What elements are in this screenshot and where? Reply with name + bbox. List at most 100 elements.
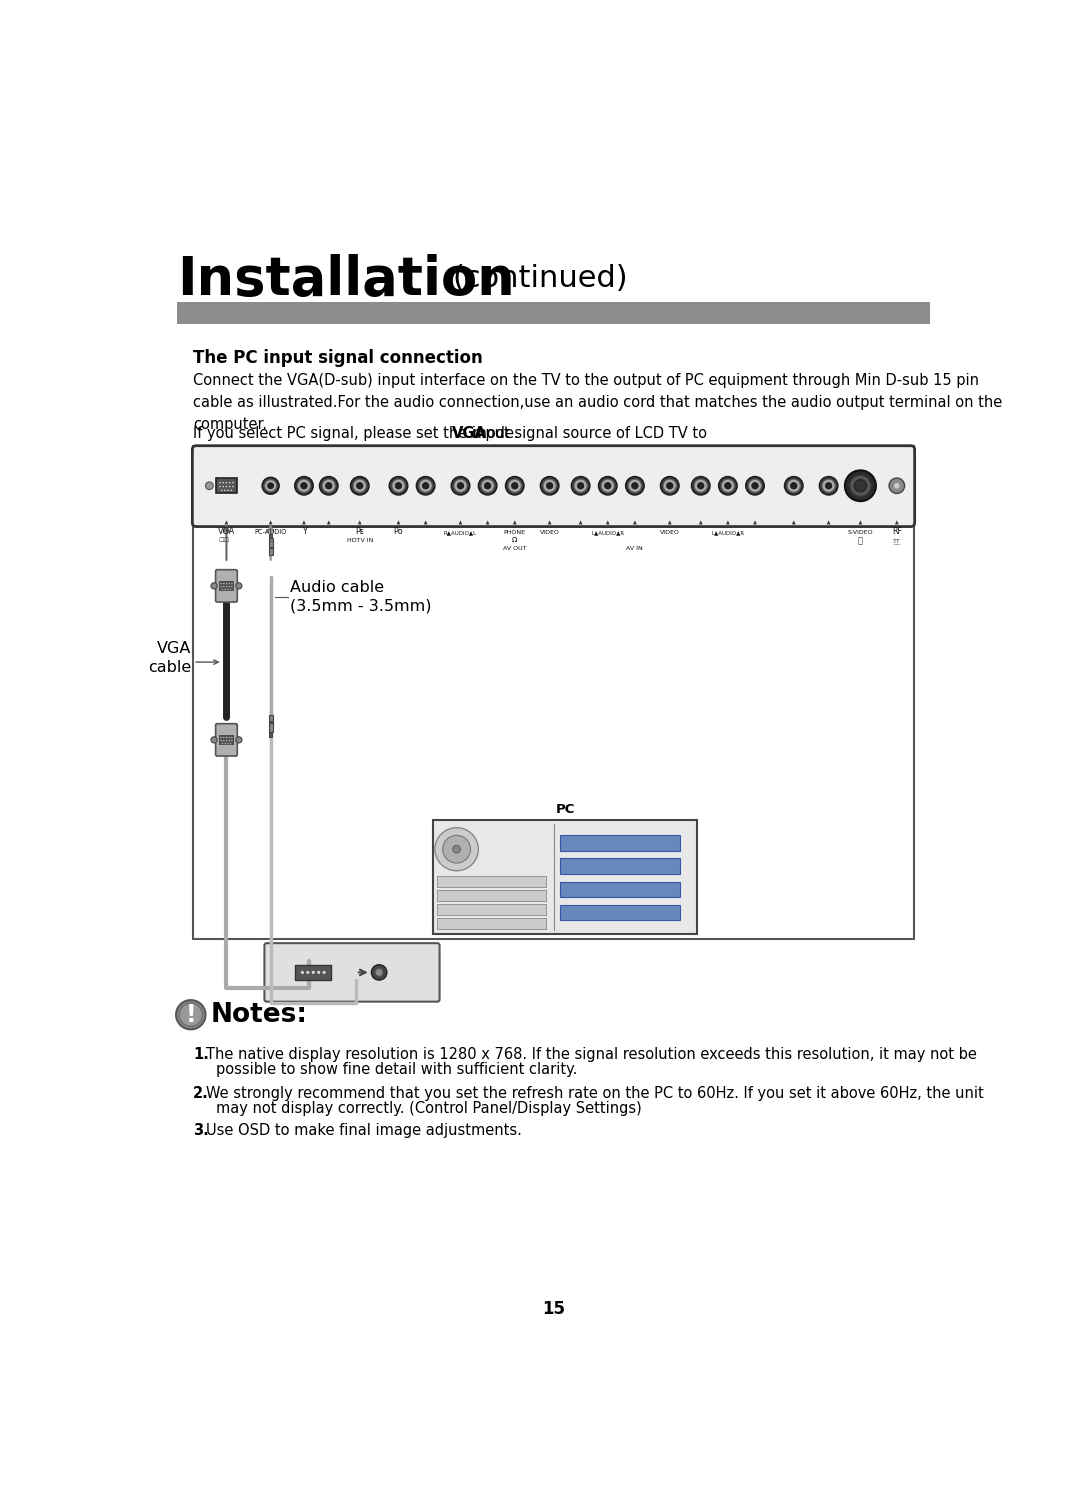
Bar	[437, 891, 545, 901]
Circle shape	[721, 479, 734, 493]
Bar	[269, 533, 272, 538]
Text: Ⓐ: Ⓐ	[858, 536, 863, 546]
Circle shape	[787, 479, 800, 493]
Circle shape	[211, 583, 217, 589]
FancyBboxPatch shape	[193, 446, 914, 939]
Text: 2.: 2.	[193, 1085, 208, 1100]
Circle shape	[318, 971, 321, 974]
Circle shape	[625, 476, 644, 494]
Circle shape	[222, 482, 224, 484]
Bar	[559, 835, 679, 851]
Circle shape	[478, 476, 497, 494]
Polygon shape	[579, 520, 582, 524]
Text: Y: Y	[301, 527, 307, 536]
Circle shape	[540, 476, 559, 494]
Text: VGA: VGA	[451, 425, 486, 440]
Text: AV OUT: AV OUT	[503, 546, 527, 550]
Circle shape	[825, 482, 832, 488]
Circle shape	[268, 482, 273, 488]
Circle shape	[854, 479, 866, 491]
Text: 3.: 3.	[193, 1123, 208, 1138]
Text: VGA
cable: VGA cable	[148, 642, 191, 675]
Circle shape	[752, 482, 758, 488]
Polygon shape	[827, 520, 831, 524]
Polygon shape	[459, 520, 462, 524]
Text: ☐☐: ☐☐	[218, 538, 230, 543]
Circle shape	[725, 482, 731, 488]
Circle shape	[422, 482, 429, 488]
Bar	[559, 859, 679, 874]
Polygon shape	[513, 520, 516, 524]
Circle shape	[230, 490, 232, 491]
Circle shape	[211, 737, 217, 743]
FancyArrowPatch shape	[450, 850, 455, 853]
Polygon shape	[633, 520, 637, 524]
Circle shape	[350, 476, 369, 494]
Circle shape	[505, 476, 524, 494]
Circle shape	[791, 482, 797, 488]
Circle shape	[307, 971, 309, 974]
Polygon shape	[486, 520, 489, 524]
FancyArrowPatch shape	[359, 969, 365, 975]
Circle shape	[229, 485, 230, 487]
Circle shape	[235, 737, 242, 743]
Circle shape	[232, 482, 233, 484]
Text: RF: RF	[892, 527, 902, 536]
Text: HDTV IN: HDTV IN	[347, 538, 373, 543]
Circle shape	[443, 835, 471, 864]
Circle shape	[389, 476, 408, 494]
Circle shape	[229, 482, 230, 484]
Circle shape	[484, 482, 491, 488]
Circle shape	[512, 482, 518, 488]
Circle shape	[372, 964, 387, 980]
Circle shape	[220, 490, 222, 491]
Circle shape	[232, 485, 233, 487]
Polygon shape	[548, 520, 552, 524]
Bar	[269, 538, 272, 555]
Circle shape	[820, 476, 838, 494]
Circle shape	[392, 479, 405, 493]
Text: 15: 15	[542, 1301, 565, 1319]
FancyBboxPatch shape	[216, 478, 238, 493]
Circle shape	[691, 476, 710, 494]
Text: The PC input signal connection: The PC input signal connection	[193, 348, 483, 366]
Circle shape	[451, 476, 470, 494]
Circle shape	[454, 479, 467, 493]
Circle shape	[894, 482, 900, 488]
Bar	[269, 547, 272, 549]
Circle shape	[226, 485, 227, 487]
Bar	[437, 904, 545, 915]
FancyArrowPatch shape	[453, 842, 456, 847]
Circle shape	[602, 479, 615, 493]
Circle shape	[226, 482, 227, 484]
Polygon shape	[726, 520, 730, 524]
FancyBboxPatch shape	[265, 943, 440, 1002]
Text: C: C	[269, 538, 273, 543]
Circle shape	[325, 482, 332, 488]
Circle shape	[571, 476, 590, 494]
FancyBboxPatch shape	[216, 723, 238, 757]
FancyBboxPatch shape	[216, 570, 238, 601]
Circle shape	[419, 479, 432, 493]
Circle shape	[301, 971, 303, 974]
Bar	[269, 716, 272, 732]
Circle shape	[265, 479, 276, 491]
Polygon shape	[302, 520, 306, 524]
Bar	[437, 876, 545, 888]
Circle shape	[605, 482, 611, 488]
Text: Ω: Ω	[512, 536, 517, 543]
Text: L▲AUDIO▲R: L▲AUDIO▲R	[591, 530, 624, 535]
Polygon shape	[859, 520, 862, 524]
Bar	[269, 732, 272, 737]
Text: The native display resolution is 1280 x 768. If the signal resolution exceeds th: The native display resolution is 1280 x …	[206, 1047, 977, 1062]
Circle shape	[718, 476, 738, 494]
Circle shape	[435, 827, 478, 871]
Polygon shape	[753, 520, 757, 524]
Text: VIDEO: VIDEO	[540, 530, 559, 535]
Circle shape	[666, 482, 673, 488]
Circle shape	[224, 490, 226, 491]
Circle shape	[745, 476, 765, 494]
Circle shape	[632, 482, 638, 488]
Circle shape	[663, 479, 676, 493]
Circle shape	[889, 478, 905, 493]
